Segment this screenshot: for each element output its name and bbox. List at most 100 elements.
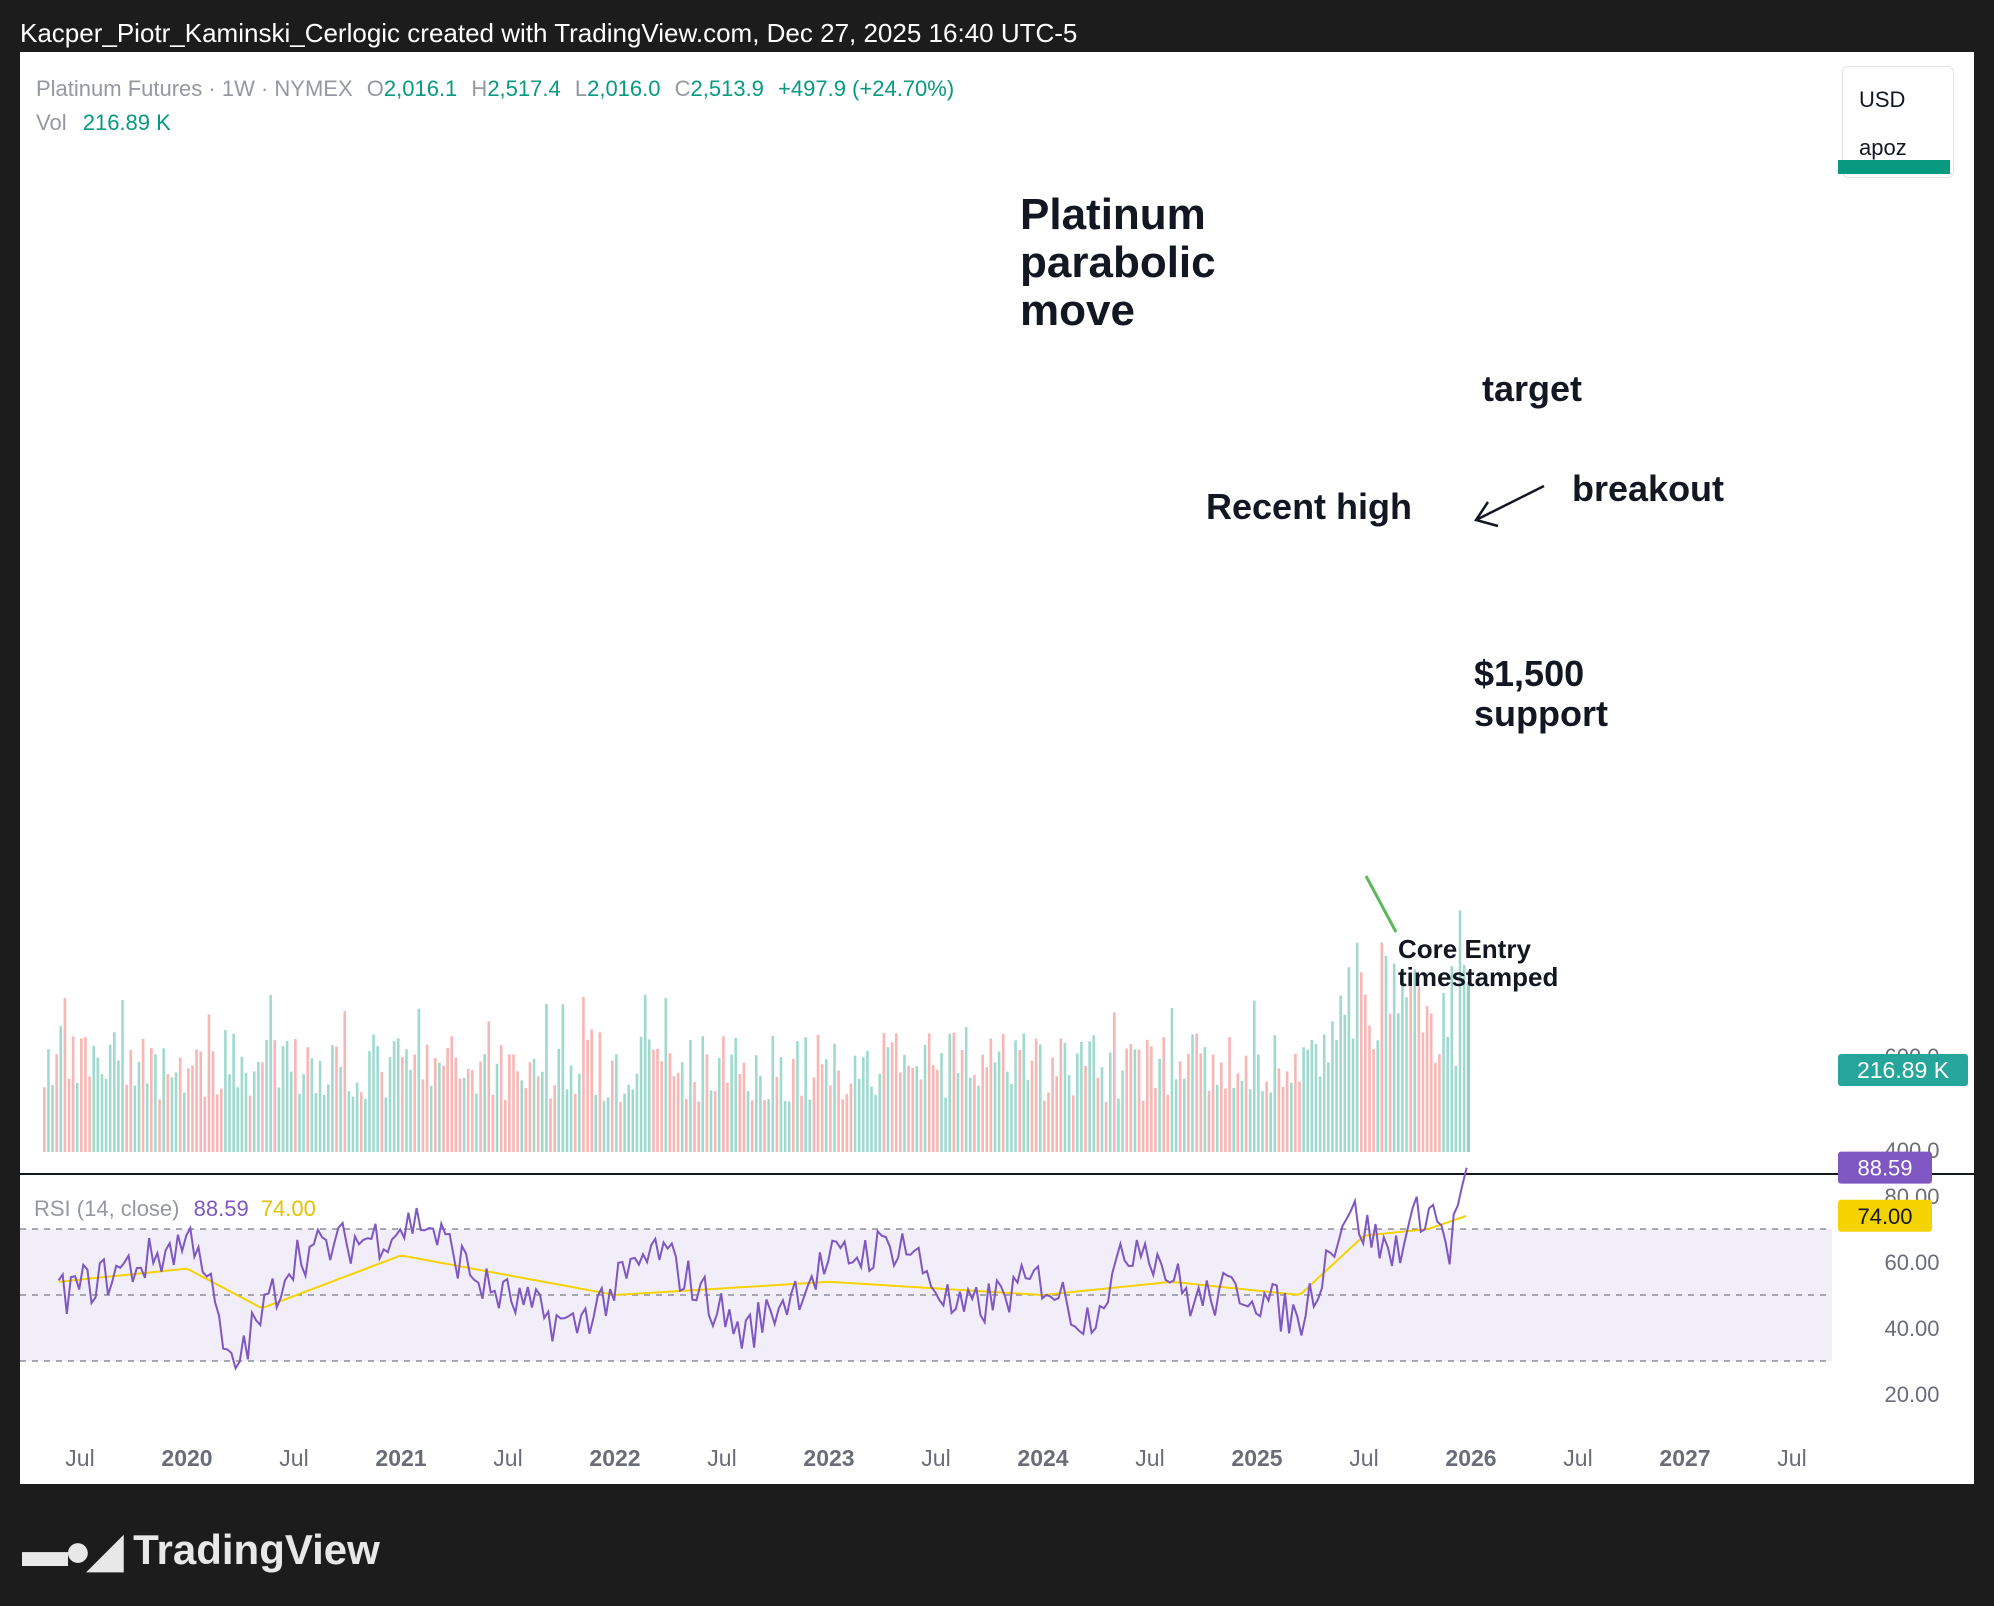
volume-bar <box>1261 1091 1264 1152</box>
volume-bar <box>643 994 647 1152</box>
chart-panel[interactable]: Platinum Futures · 1W · NYMEX O2,016.1 H… <box>20 52 1974 1484</box>
volume-bar <box>1454 1065 1458 1152</box>
volume-bar <box>829 1085 832 1152</box>
volume-bar <box>931 1065 935 1152</box>
volume-bar <box>232 1033 235 1152</box>
volume-bar <box>1162 1037 1166 1152</box>
volume-bar <box>977 1085 980 1152</box>
core-entry-annotation: timestamped <box>1398 962 1558 992</box>
volume-bar <box>1384 955 1388 1152</box>
volume-bar <box>273 1040 277 1152</box>
volume-bar <box>894 1033 898 1152</box>
volume-bar <box>956 1073 960 1152</box>
volume-bar <box>47 1049 50 1152</box>
symbol-label: Platinum Futures · 1W · NYMEX <box>36 76 353 101</box>
volume-bar <box>240 1056 244 1152</box>
volume-bar <box>1195 1033 1198 1152</box>
tradingview-brand[interactable]: ▬●◢ TradingView <box>22 1520 380 1580</box>
volume-bar <box>824 1059 828 1152</box>
open-key: O <box>366 76 384 101</box>
volume-bar <box>907 1065 910 1152</box>
time-axis-tick: Jul <box>1135 1445 1164 1471</box>
volume-bar <box>1265 1081 1268 1152</box>
volume-bar <box>380 1071 384 1152</box>
volume-bar <box>112 1032 116 1152</box>
volume-bar <box>598 1032 602 1152</box>
volume-bar <box>635 1073 639 1152</box>
volume-bar <box>1104 1101 1108 1152</box>
volume-bar <box>55 1054 58 1152</box>
currency-unit-box[interactable]: USD apoz <box>1842 66 1954 178</box>
volume-bar <box>265 1040 268 1152</box>
volume-bar <box>141 1038 145 1152</box>
volume-bar <box>1417 986 1421 1152</box>
volume-bar <box>1302 1047 1305 1152</box>
volume-bar <box>219 1088 223 1152</box>
volume-bar <box>133 1085 137 1152</box>
volume-bar <box>615 1054 618 1152</box>
volume-bar <box>92 1045 96 1152</box>
volume-bar <box>610 1060 614 1152</box>
volume-bar <box>973 1075 976 1152</box>
volume-bar <box>664 997 668 1152</box>
volume-bar <box>557 1048 561 1152</box>
volume-bar <box>1310 1040 1314 1152</box>
volume-bar <box>392 1041 396 1152</box>
volume-bar <box>1174 1079 1178 1152</box>
volume-bar <box>75 1082 79 1152</box>
rsi-badge-bg <box>1838 1151 1932 1184</box>
volume-bar <box>759 1075 762 1152</box>
volume-bar <box>1285 1071 1289 1152</box>
volume-bar <box>1335 1040 1338 1152</box>
volume-bar <box>1043 1100 1046 1152</box>
currency-label[interactable]: USD <box>1859 87 1906 112</box>
time-axis-tick: Jul <box>65 1445 94 1471</box>
volume-bar <box>1063 1042 1067 1152</box>
target-annotation: target <box>1482 368 1582 409</box>
chart-canvas[interactable]: 2,000.01,740.01,550.01,500.01,290.01,105… <box>20 52 1974 1484</box>
volume-bar <box>100 1074 104 1152</box>
volume-bar <box>845 1094 849 1152</box>
volume-bar <box>1322 1034 1326 1152</box>
time-axis-tick: 2022 <box>589 1445 640 1471</box>
volume-bar <box>1388 1013 1392 1152</box>
volume-bar <box>841 1099 845 1152</box>
title-annotation: move <box>1020 286 1135 335</box>
volume-bar <box>433 1058 437 1152</box>
volume-bar <box>1434 1062 1437 1152</box>
volume-bar <box>339 1066 342 1152</box>
volume-bar <box>1372 1048 1375 1152</box>
volume-badge-label: 216.89 K <box>1857 1057 1950 1083</box>
volume-bar <box>1191 1034 1194 1152</box>
volume-bar <box>631 1089 635 1152</box>
volume-bar <box>693 1082 696 1152</box>
volume-bar <box>561 1004 565 1152</box>
volume-bar <box>680 1061 684 1152</box>
volume-bar <box>401 1057 404 1152</box>
volume-bar <box>1244 1055 1248 1152</box>
volume-bar <box>1269 1092 1273 1152</box>
volume-bar <box>63 998 67 1152</box>
volume-bar <box>545 1003 548 1152</box>
volume-bar <box>1150 1046 1153 1152</box>
volume-bar <box>750 1100 754 1152</box>
volume-bar <box>1306 1049 1310 1152</box>
time-axis-tick: 2025 <box>1231 1445 1282 1471</box>
volume-bar <box>281 1045 285 1152</box>
current-price-badge <box>1838 160 1950 174</box>
volume-bar <box>1294 1053 1297 1152</box>
unit-user-label[interactable]: apoz <box>1859 135 1907 160</box>
volume-bar <box>335 1046 338 1152</box>
volume-bar <box>207 1014 211 1152</box>
volume-bar <box>302 1074 305 1152</box>
volume-bar <box>734 1037 738 1152</box>
core-entry-pointer <box>1364 875 1398 933</box>
volume-bar <box>619 1101 622 1152</box>
volume-bar <box>1006 1071 1009 1152</box>
volume-bar <box>1215 1084 1219 1152</box>
volume-bar <box>285 1040 289 1152</box>
volume-bar <box>578 1073 581 1152</box>
volume-bar <box>384 1097 388 1152</box>
volume-bar <box>573 1093 577 1152</box>
volume-bar <box>1075 1053 1079 1152</box>
